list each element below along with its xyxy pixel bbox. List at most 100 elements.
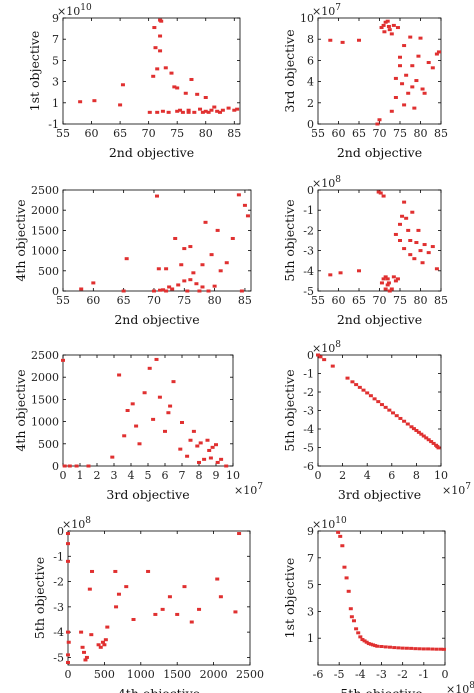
- y-tick-label: -2: [303, 386, 314, 399]
- y-tick-label: 2500: [31, 184, 59, 197]
- data-point: [404, 73, 409, 77]
- data-point: [356, 631, 361, 635]
- x-axis-title: 2nd objective: [337, 145, 422, 160]
- y-tick-label: 0: [307, 349, 314, 362]
- data-point: [386, 24, 391, 28]
- data-point: [195, 92, 200, 96]
- data-point: [424, 436, 429, 440]
- x-tick-label: -6: [313, 668, 324, 681]
- data-point: [383, 287, 388, 291]
- data-point: [377, 118, 382, 122]
- y-tick-label: -4: [53, 626, 64, 639]
- data-point: [410, 210, 415, 214]
- data-point: [318, 355, 323, 359]
- data-point: [400, 214, 405, 218]
- data-point: [441, 647, 446, 651]
- x-tick-label: 6: [388, 469, 395, 482]
- data-point: [134, 424, 139, 428]
- data-point: [137, 442, 142, 446]
- data-point: [214, 443, 218, 447]
- y-tick-label: 0: [307, 184, 314, 197]
- data-point: [215, 228, 220, 232]
- data-point: [383, 405, 388, 409]
- data-point: [340, 544, 345, 548]
- x-tick-label: 55: [56, 127, 70, 140]
- data-point: [62, 464, 67, 468]
- y-tick-label: -2: [53, 576, 64, 589]
- y-axis-title: 5th objective: [282, 369, 297, 451]
- y-axis-title: 5th objective: [32, 557, 47, 639]
- data-point: [207, 448, 212, 452]
- data-point: [426, 251, 431, 255]
- data-point: [420, 261, 425, 265]
- data-point: [224, 464, 229, 468]
- data-point: [404, 646, 409, 650]
- data-point: [245, 214, 250, 218]
- y-tick-label: -5: [303, 285, 314, 298]
- x-tick-label: 75: [393, 127, 407, 140]
- data-point: [182, 279, 187, 283]
- data-point: [434, 647, 439, 651]
- data-point: [385, 277, 390, 281]
- data-point: [426, 647, 431, 651]
- data-point: [420, 87, 425, 91]
- data-point: [188, 278, 193, 282]
- data-point: [421, 434, 426, 438]
- data-point: [348, 607, 353, 611]
- y-exponent-label: ×108: [312, 340, 341, 355]
- data-point: [345, 376, 350, 380]
- data-point: [368, 642, 373, 646]
- data-point: [218, 595, 223, 599]
- data-point: [79, 630, 84, 634]
- data-point: [412, 106, 417, 110]
- data-point: [197, 460, 201, 464]
- data-point: [151, 417, 156, 421]
- y-tick-label: 10: [300, 12, 314, 25]
- data-point: [366, 642, 371, 646]
- axes-frame: [62, 189, 252, 292]
- data-point: [376, 400, 381, 404]
- data-point: [208, 456, 213, 460]
- data-point: [351, 619, 356, 623]
- axes-frame: [317, 354, 442, 467]
- data-point: [74, 464, 79, 468]
- x-exponent-label: ×107: [442, 482, 471, 497]
- data-point: [436, 50, 441, 54]
- data-point: [205, 438, 210, 442]
- data-point: [391, 411, 396, 415]
- data-point: [156, 267, 161, 271]
- y-tick-label: -4: [303, 265, 314, 278]
- y-tick-label: 8: [307, 33, 314, 46]
- data-point: [180, 420, 184, 424]
- x-tick-label: 9: [213, 469, 220, 482]
- y-tick-label: 1500: [31, 393, 59, 406]
- data-point: [316, 353, 320, 357]
- data-point: [175, 86, 180, 90]
- data-point: [392, 646, 397, 650]
- data-point: [189, 77, 194, 81]
- data-point: [402, 419, 407, 423]
- y-tick-label: 9: [307, 525, 314, 538]
- data-point: [342, 565, 347, 569]
- data-point: [155, 67, 160, 71]
- data-point: [66, 559, 70, 563]
- x-tick-label: 2500: [236, 668, 264, 681]
- y-axis-title: 3rd objective: [282, 29, 297, 112]
- data-point: [393, 76, 398, 80]
- y-tick-label: 1: [52, 97, 59, 110]
- data-point: [389, 109, 394, 113]
- data-point: [395, 26, 400, 30]
- x-tick-label: 8: [413, 469, 420, 482]
- data-point: [78, 100, 83, 104]
- data-point: [340, 40, 345, 44]
- data-point: [322, 358, 327, 362]
- data-point: [192, 110, 197, 114]
- data-point: [350, 380, 355, 384]
- y-tick-label: 3: [52, 76, 59, 89]
- x-tick-label: 2: [339, 469, 346, 482]
- data-point: [235, 107, 240, 111]
- y-tick-label: -3: [303, 245, 314, 258]
- data-point: [328, 38, 333, 42]
- data-point: [368, 394, 373, 398]
